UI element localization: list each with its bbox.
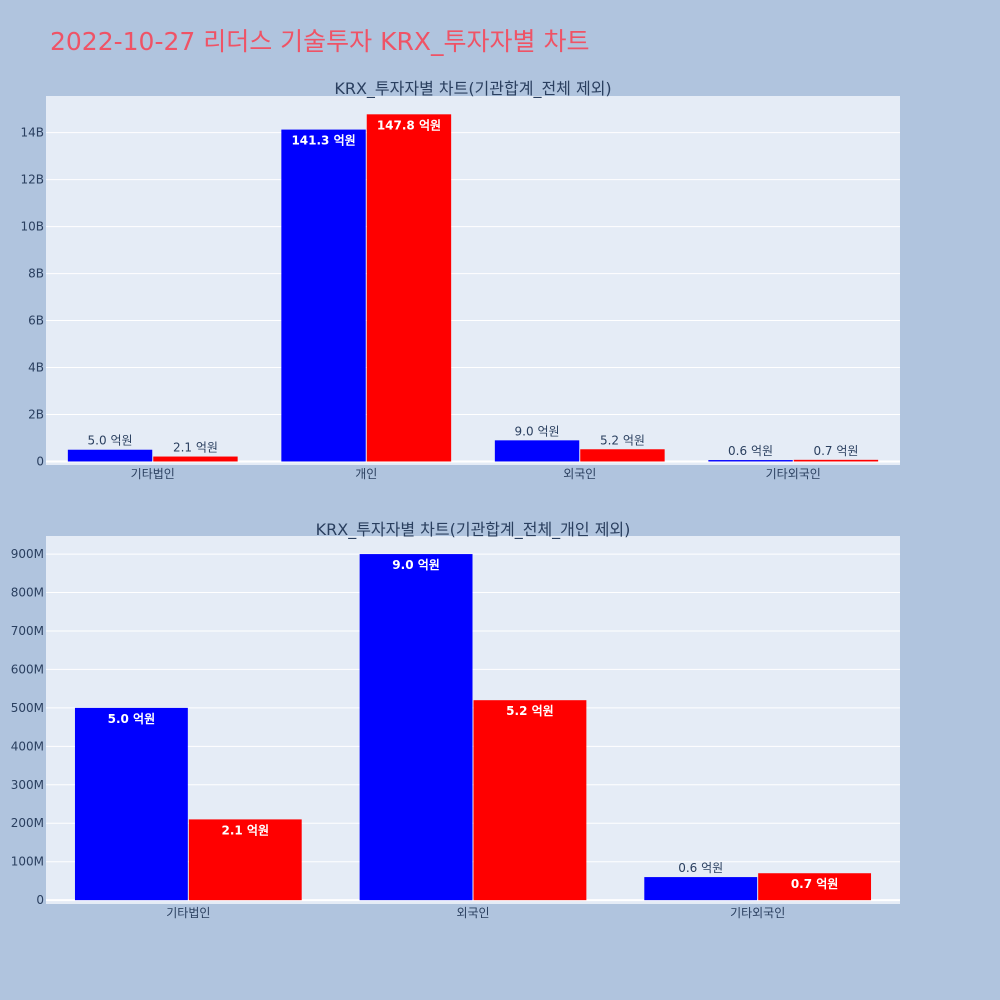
bar: [580, 449, 665, 462]
y-tick-label: 300M: [11, 778, 44, 792]
chart-title: KRX_투자자별 차트(기관합계_전체_개인 제외): [316, 520, 631, 540]
y-tick-label: 600M: [11, 662, 44, 676]
bar: [793, 459, 879, 462]
bar: [494, 440, 580, 462]
bar: [473, 700, 587, 901]
x-tick-label: 개인: [355, 467, 377, 481]
bar: [74, 707, 188, 901]
y-tick-label: 8B: [28, 267, 44, 281]
data-label: 5.0 억원: [108, 712, 156, 726]
plot-background: [46, 536, 900, 904]
bar: [67, 449, 153, 462]
y-tick-label: 100M: [11, 855, 44, 869]
x-tick-label: 기타법인: [166, 906, 210, 920]
y-tick-label: 400M: [11, 739, 44, 753]
x-tick-label: 외국인: [456, 906, 489, 920]
data-label: 5.2 억원: [600, 433, 645, 447]
y-tick-label: 700M: [11, 624, 44, 638]
y-tick-label: 12B: [20, 173, 44, 187]
data-label: 9.0 억원: [515, 424, 560, 438]
y-tick-label: 6B: [28, 314, 44, 328]
y-tick-label: 900M: [11, 547, 44, 561]
bar: [758, 873, 872, 901]
y-tick-label: 200M: [11, 816, 44, 830]
chart-title: KRX_투자자별 차트(기관합계_전체 제외): [334, 79, 611, 99]
data-label: 5.2 억원: [506, 704, 554, 718]
data-label: 5.0 억원: [88, 434, 133, 448]
page-title: 2022-10-27 리더스 기술투자 KRX_투자자별 차트: [50, 27, 590, 56]
data-label: 0.7 억원: [813, 444, 858, 458]
bar: [708, 460, 793, 462]
bar: [281, 129, 366, 462]
data-label: 141.3 억원: [291, 134, 355, 148]
y-tick-label: 10B: [20, 220, 44, 234]
bar: [153, 456, 238, 462]
bar: [359, 554, 473, 901]
bar: [188, 819, 302, 901]
data-label: 0.6 억원: [728, 444, 773, 458]
x-tick-label: 기타법인: [131, 467, 175, 481]
x-tick-label: 기타외국인: [730, 906, 785, 920]
y-tick-label: 0: [36, 893, 44, 907]
data-label: 2.1 억원: [222, 823, 270, 837]
y-tick-label: 4B: [28, 361, 44, 375]
y-tick-label: 800M: [11, 586, 44, 600]
data-label: 0.6 억원: [678, 861, 723, 875]
bar: [366, 114, 452, 462]
x-tick-label: 외국인: [563, 467, 596, 481]
y-tick-label: 14B: [20, 126, 44, 140]
y-tick-label: 500M: [11, 701, 44, 715]
chart-2-investor-excl-individual: 0 100M 200M 300M 400M 500M 600M 700M 800M 900M KRX…: [11, 520, 900, 920]
y-tick-label: 2B: [28, 408, 44, 422]
x-tick-label: 기타외국인: [766, 467, 821, 481]
y-tick-label: 0: [36, 454, 44, 468]
data-label: 2.1 억원: [173, 441, 218, 455]
chart-1-investor-all: 0 2B 4B 6B 8B 10B 12B 14B KRX_투자자별 차트(기관합계_전체 제외…: [20, 79, 900, 481]
bar: [644, 877, 758, 901]
data-label: 9.0 억원: [392, 558, 440, 572]
data-label: 147.8 억원: [377, 118, 441, 132]
plot-background: [46, 96, 900, 465]
data-label: 0.7 억원: [791, 877, 839, 891]
